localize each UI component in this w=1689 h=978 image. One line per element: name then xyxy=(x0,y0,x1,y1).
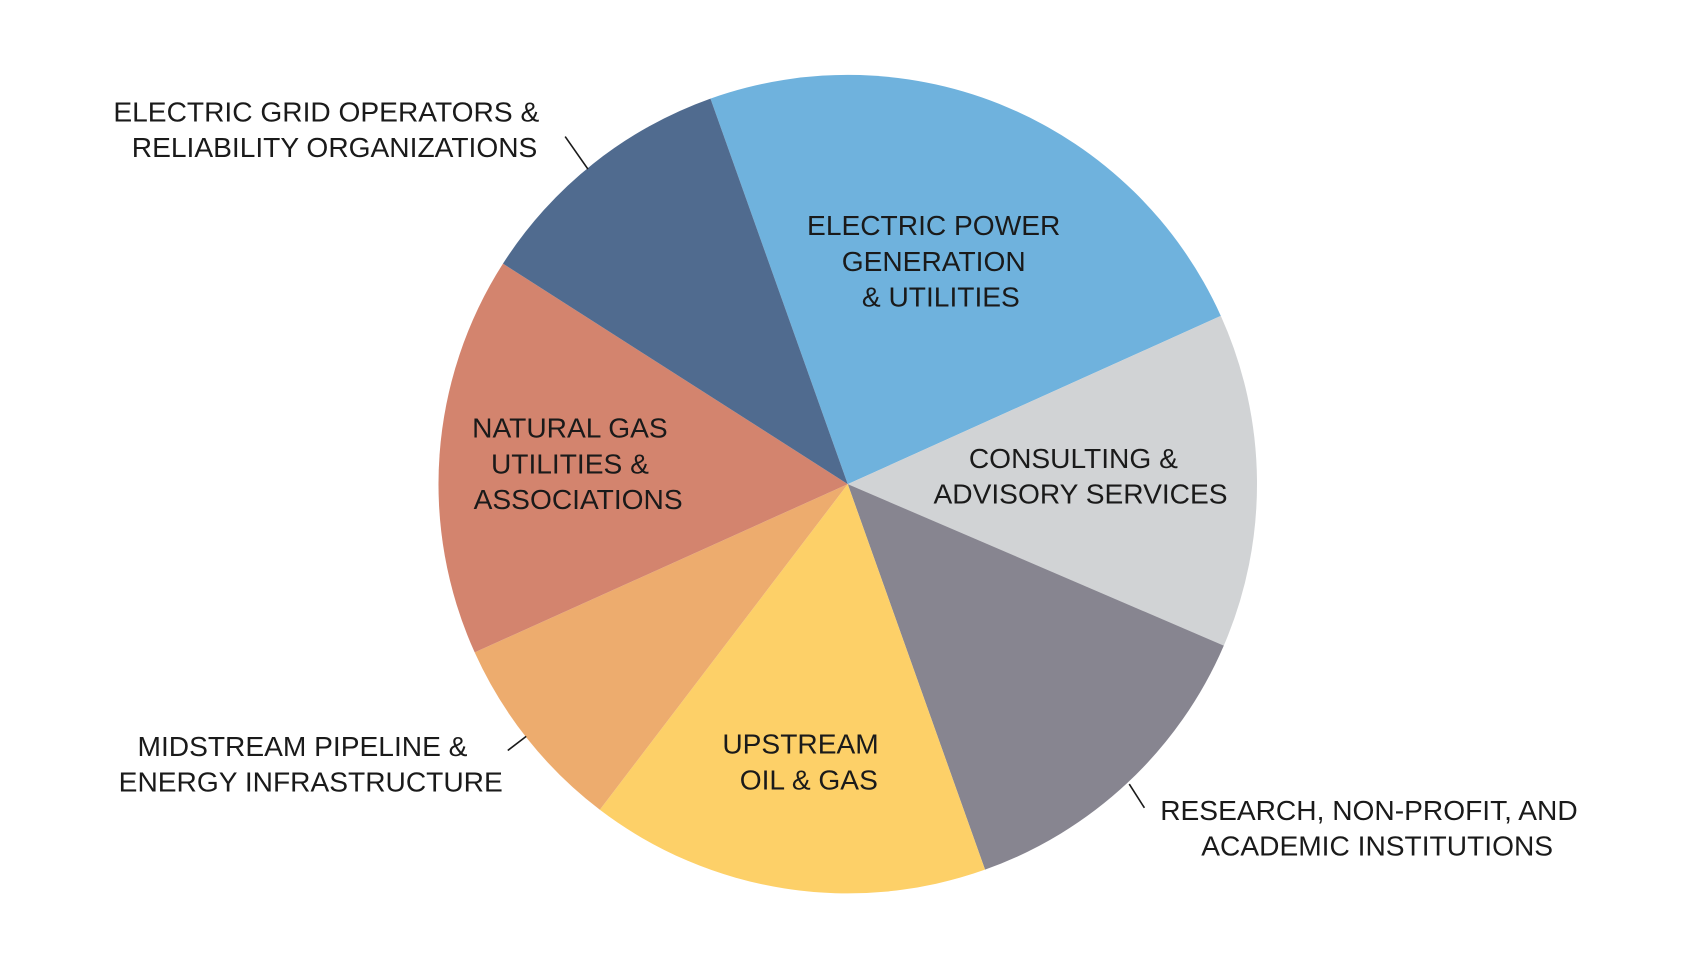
label-research: RESEARCH, NON-PROFIT, AND ACADEMIC INSTI… xyxy=(1160,795,1585,862)
leader-line-research xyxy=(1128,783,1146,809)
pie-slice-1 xyxy=(847,315,1258,646)
pie-slices xyxy=(438,74,1258,894)
label-natural-gas: NATURAL GAS UTILITIES & ASSOCIATIONS xyxy=(472,413,682,515)
pie-slice-2 xyxy=(847,484,1224,870)
label-grid-operators: ELECTRIC GRID OPERATORS & RELIABILITY OR… xyxy=(113,96,547,163)
pie-slice-5 xyxy=(438,263,848,653)
label-upstream: UPSTREAM OIL & GAS xyxy=(722,729,886,796)
leader-lines xyxy=(507,136,1146,809)
label-midstream: MIDSTREAM PIPELINE & ENERGY INFRASTRUCTU… xyxy=(119,731,503,798)
slice-labels: ELECTRIC POWER GENERATION & UTILITIES CO… xyxy=(113,96,1585,862)
label-consulting: CONSULTING & ADVISORY SERVICES xyxy=(934,443,1228,510)
leader-line-grid xyxy=(564,136,589,170)
pie-slice-4 xyxy=(474,484,848,810)
pie-slice-6 xyxy=(502,98,848,485)
pie-slice-3 xyxy=(599,484,986,894)
label-electric-power: ELECTRIC POWER GENERATION & UTILITIES xyxy=(807,210,1068,312)
pie-slice-0 xyxy=(710,74,1221,485)
leader-line-midstream xyxy=(507,735,527,752)
